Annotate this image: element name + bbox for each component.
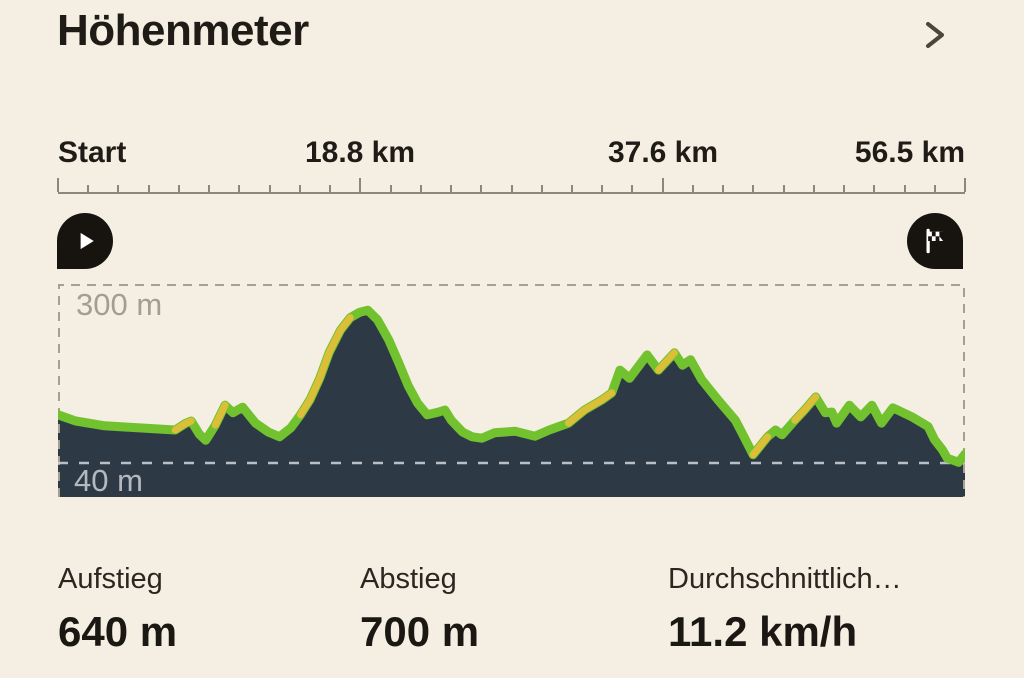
ruler-minor-tick [843,185,846,192]
ruler-minor-tick [903,185,906,192]
elevation-chart[interactable] [58,284,965,497]
stat-descent: Abstieg 700 m [360,563,479,656]
ruler-minor-tick [389,185,392,192]
ruler-minor-tick [570,185,573,192]
ruler-minor-tick [812,185,815,192]
ruler-minor-tick [117,185,120,192]
ruler-minor-tick [268,185,271,192]
stat-average-speed-value: 11.2 km/h [668,608,858,655]
ruler-minor-tick [87,185,90,192]
ruler-minor-tick [298,185,301,192]
ruler-minor-tick [238,185,241,192]
ruler-minor-tick [752,185,755,192]
elevation-line-steep-segment [791,393,820,424]
ruler-minor-tick [873,185,876,192]
elevation-line-steep-segment [211,401,229,429]
start-marker [57,213,113,269]
ruler-minor-tick [722,185,725,192]
ruler-major-tick [57,178,59,192]
chevron-right-icon[interactable] [919,17,951,53]
page-title: Höhenmeter [57,6,309,55]
ruler-minor-tick [329,185,332,192]
ruler-minor-tick [601,185,604,192]
ruler-major-tick [964,178,966,192]
finish-flag-icon [926,228,944,254]
stat-descent-value: 700 m [360,608,480,655]
ruler-minor-tick [419,185,422,192]
ruler-minor-tick [782,185,785,192]
ruler-baseline [58,192,965,194]
ruler-minor-tick [631,185,634,192]
ruler-minor-tick [480,185,483,192]
ruler-label-start: Start [58,136,127,169]
ruler-label-2: 37.6 km [607,136,719,169]
ruler-minor-tick [510,185,513,192]
chart-dashed-border [58,284,965,497]
elevation-line-steep-segment [749,433,771,459]
ruler-minor-tick [177,185,180,192]
play-icon [80,232,94,250]
ruler-minor-tick [450,185,453,192]
stat-ascent-label: Aufstieg [58,563,163,595]
ruler-major-tick [359,178,362,192]
ruler-label-1: 18.8 km [304,136,416,169]
stat-descent-label: Abstieg [360,563,457,595]
ruler-minor-tick [691,185,694,192]
stat-ascent-value: 640 m [58,608,178,655]
distance-ruler [57,177,966,194]
elevation-line-steep-segment [654,349,678,374]
ruler-label-end: 56.5 km [854,136,965,169]
elevation-line-steep-segment [171,417,195,434]
stat-average-speed: Durchschnittlich… 11.2 km/h [668,563,902,656]
ruler-minor-tick [933,185,936,192]
gridline-label-300m: 300 m [76,287,163,322]
gridline-label-40m: 40 m [74,463,143,498]
stat-ascent: Aufstieg 640 m [58,563,177,656]
elevation-area-fill [58,310,965,497]
ruler-major-tick [661,178,664,192]
elevation-profile-svg [58,284,965,497]
elevation-line [58,305,965,467]
elevation-line-steep-segment [296,314,354,419]
elevation-line-steep-segment [565,389,616,427]
stat-average-speed-label: Durchschnittlich… [668,563,902,595]
finish-marker [907,213,963,269]
ruler-minor-tick [540,185,543,192]
ruler-minor-tick [208,185,211,192]
ruler-minor-tick [147,185,150,192]
